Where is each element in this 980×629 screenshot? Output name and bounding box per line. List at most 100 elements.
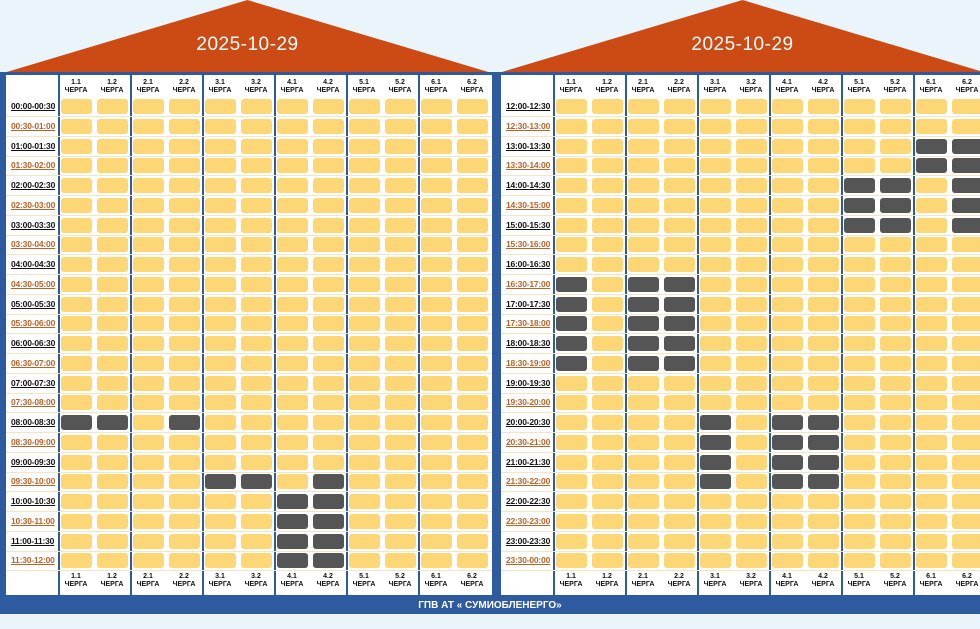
power-cell bbox=[664, 454, 695, 470]
outage-cell bbox=[700, 434, 731, 450]
power-cell bbox=[880, 513, 911, 529]
time-slot-label: 16:00-16:30 bbox=[506, 259, 551, 269]
row-divider bbox=[501, 353, 980, 354]
queue-number: 5.1 bbox=[359, 79, 369, 86]
power-cell bbox=[97, 434, 128, 450]
power-cell bbox=[736, 375, 767, 391]
power-cell bbox=[700, 513, 731, 529]
power-cell bbox=[457, 138, 488, 154]
power-cell bbox=[133, 553, 164, 569]
power-cell bbox=[736, 494, 767, 509]
queue-number: 6.1 bbox=[431, 573, 441, 580]
outage-cell bbox=[277, 494, 308, 509]
outage-cell bbox=[556, 336, 587, 351]
queue-number: 3.2 bbox=[251, 79, 261, 86]
power-cell bbox=[421, 237, 452, 253]
power-cell bbox=[592, 474, 623, 490]
queue-label: ЧЕРГА bbox=[136, 87, 160, 94]
power-cell bbox=[457, 474, 488, 490]
power-cell bbox=[169, 237, 200, 253]
power-cell bbox=[844, 316, 875, 332]
queue-label: ЧЕРГА bbox=[775, 87, 799, 94]
row-divider bbox=[6, 511, 492, 512]
power-cell bbox=[772, 217, 803, 233]
power-cell bbox=[169, 454, 200, 470]
power-cell bbox=[916, 217, 947, 233]
footer-brand: ГПВ АТ « СУМИОБЛЕНЕРГО» bbox=[0, 598, 980, 614]
queue-number: 4.2 bbox=[818, 79, 828, 86]
group-separator bbox=[346, 75, 348, 595]
outage-cell bbox=[952, 197, 980, 213]
power-cell bbox=[808, 316, 839, 332]
time-slot-label: 20:30-21:00 bbox=[506, 436, 551, 447]
power-cell bbox=[421, 118, 452, 134]
power-cell bbox=[808, 355, 839, 371]
power-cell bbox=[349, 474, 380, 490]
power-cell bbox=[556, 178, 587, 193]
time-slot-label: 11:30-12:00 bbox=[11, 555, 55, 566]
power-cell bbox=[241, 237, 272, 253]
power-cell bbox=[664, 434, 695, 450]
queue-footer-header: 5.2 ЧЕРГА bbox=[383, 573, 417, 589]
power-cell bbox=[313, 138, 344, 154]
power-cell bbox=[880, 257, 911, 272]
row-divider bbox=[6, 313, 492, 315]
schedule-date: 2025-10-29 bbox=[691, 34, 794, 55]
power-cell bbox=[736, 553, 767, 569]
power-cell bbox=[421, 158, 452, 174]
power-cell bbox=[349, 434, 380, 450]
group-separator bbox=[913, 75, 915, 595]
power-cell bbox=[880, 237, 911, 253]
power-cell bbox=[457, 533, 488, 549]
power-cell bbox=[808, 395, 839, 411]
power-cell bbox=[880, 99, 911, 114]
power-cell bbox=[133, 276, 164, 292]
outage-cell bbox=[664, 355, 695, 371]
power-cell bbox=[133, 296, 164, 312]
power-cell bbox=[313, 454, 344, 470]
row-divider bbox=[501, 432, 980, 433]
power-cell bbox=[808, 513, 839, 529]
power-cell bbox=[700, 158, 731, 174]
queue-label: ЧЕРГА bbox=[460, 87, 484, 94]
power-cell bbox=[349, 454, 380, 470]
power-cell bbox=[205, 138, 236, 154]
power-cell bbox=[61, 513, 92, 529]
outage-cell bbox=[628, 336, 659, 351]
power-cell bbox=[808, 257, 839, 272]
power-cell bbox=[808, 118, 839, 134]
queue-header: 3.1 ЧЕРГА bbox=[698, 79, 732, 95]
power-cell bbox=[592, 355, 623, 371]
power-cell bbox=[349, 553, 380, 569]
power-cell bbox=[736, 217, 767, 233]
power-cell bbox=[556, 118, 587, 134]
power-cell bbox=[457, 118, 488, 134]
queue-number: 6.1 bbox=[926, 79, 936, 86]
queue-label: ЧЕРГА bbox=[595, 87, 619, 94]
power-cell bbox=[457, 257, 488, 272]
power-cell bbox=[700, 178, 731, 193]
queue-header: 6.2 ЧЕРГА bbox=[455, 79, 489, 95]
row-divider bbox=[501, 254, 980, 256]
power-cell bbox=[277, 395, 308, 411]
queue-footer-header: 4.1 ЧЕРГА bbox=[275, 573, 309, 589]
power-cell bbox=[628, 375, 659, 391]
time-slot-label: 00:00-00:30 bbox=[11, 101, 56, 111]
power-cell bbox=[628, 513, 659, 529]
power-cell bbox=[97, 197, 128, 213]
time-slot-label: 04:00-04:30 bbox=[11, 259, 56, 269]
power-cell bbox=[916, 553, 947, 569]
power-cell bbox=[169, 513, 200, 529]
power-cell bbox=[169, 553, 200, 569]
row-divider bbox=[6, 451, 492, 453]
queue-label: ЧЕРГА bbox=[388, 581, 412, 588]
queue-footer-header: 2.2 ЧЕРГА bbox=[167, 573, 201, 589]
power-cell bbox=[349, 316, 380, 332]
power-cell bbox=[880, 494, 911, 509]
power-cell bbox=[844, 276, 875, 292]
outage-cell bbox=[772, 415, 803, 430]
power-cell bbox=[844, 138, 875, 154]
outage-cell bbox=[880, 197, 911, 213]
power-cell bbox=[664, 474, 695, 490]
power-cell bbox=[457, 415, 488, 430]
